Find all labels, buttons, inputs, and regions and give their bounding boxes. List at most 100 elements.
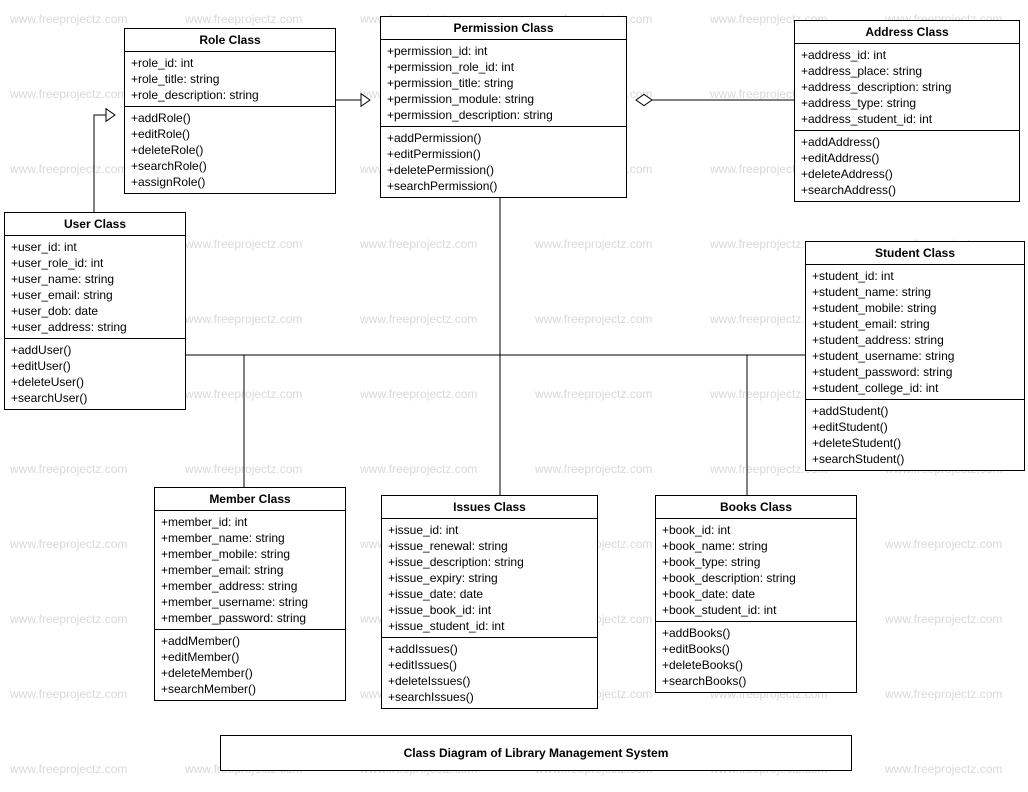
class-box-role: Role Class +role_id: int+role_title: stri… (124, 28, 336, 194)
watermark-text: www.freeprojectz.com (885, 537, 1002, 551)
watermark-text: www.freeprojectz.com (10, 462, 127, 476)
watermark-text: www.freeprojectz.com (185, 312, 302, 326)
watermark-text: www.freeprojectz.com (535, 312, 652, 326)
operation-row: +searchUser() (11, 390, 179, 406)
watermark-text: www.freeprojectz.com (885, 687, 1002, 701)
class-operations: +addRole()+editRole()+deleteRole()+searc… (125, 107, 335, 193)
watermark-text: www.freeprojectz.com (185, 387, 302, 401)
operation-row: +searchAddress() (801, 182, 1013, 198)
watermark-text: www.freeprojectz.com (10, 612, 127, 626)
class-box-issues: Issues Class+issue_id: int+issue_renewal… (381, 495, 598, 709)
operation-row: +deleteIssues() (388, 673, 591, 689)
class-title: Member Class (155, 488, 345, 511)
attribute-row: +book_type: string (662, 554, 850, 570)
class-operations: +addIssues()+editIssues()+deleteIssues()… (382, 638, 597, 708)
class-operations: +addUser()+editUser()+deleteUser()+searc… (5, 339, 185, 409)
attribute-row: +student_id: int (812, 268, 1018, 284)
watermark-text: www.freeprojectz.com (10, 12, 127, 26)
attribute-row: +student_password: string (812, 364, 1018, 380)
attribute-row: +user_name: string (11, 271, 179, 287)
class-attributes: +permission_id: int+permission_role_id: … (381, 40, 626, 127)
operation-row: +editBooks() (662, 641, 850, 657)
watermark-text: www.freeprojectz.com (360, 312, 477, 326)
operation-row: +searchRole() (131, 158, 329, 174)
operation-row: +deleteMember() (161, 665, 339, 681)
attribute-row: +member_mobile: string (161, 546, 339, 562)
attribute-row: +permission_description: string (387, 107, 620, 123)
watermark-text: www.freeprojectz.com (185, 237, 302, 251)
attribute-row: +user_email: string (11, 287, 179, 303)
watermark-text: www.freeprojectz.com (885, 612, 1002, 626)
attribute-row: +member_password: string (161, 610, 339, 626)
operation-row: +editAddress() (801, 150, 1013, 166)
watermark-text: www.freeprojectz.com (10, 162, 127, 176)
watermark-text: www.freeprojectz.com (360, 237, 477, 251)
class-operations: +addAddress()+editAddress()+deleteAddres… (795, 131, 1019, 201)
attribute-row: +user_id: int (11, 239, 179, 255)
attribute-row: +issue_book_id: int (388, 602, 591, 618)
attribute-row: +member_address: string (161, 578, 339, 594)
watermark-text: www.freeprojectz.com (10, 87, 127, 101)
class-attributes: +member_id: int+member_name: string+memb… (155, 511, 345, 630)
class-operations: +addBooks()+editBooks()+deleteBooks()+se… (656, 622, 856, 692)
attribute-row: +address_id: int (801, 47, 1013, 63)
attribute-row: +permission_title: string (387, 75, 620, 91)
attribute-row: +book_id: int (662, 522, 850, 538)
diagram-caption: Class Diagram of Library Management Syst… (220, 735, 852, 771)
operation-row: +editMember() (161, 649, 339, 665)
class-box-books: Books Class+book_id: int+book_name: stri… (655, 495, 857, 693)
operation-row: +editUser() (11, 358, 179, 374)
operation-row: +addBooks() (662, 625, 850, 641)
class-box-student: Student Class+student_id: int+student_na… (805, 241, 1025, 471)
operation-row: +addMember() (161, 633, 339, 649)
class-attributes: +address_id: int+address_place: string+a… (795, 44, 1019, 131)
operation-row: +addPermission() (387, 130, 620, 146)
class-title: Permission Class (381, 17, 626, 40)
attribute-row: +address_type: string (801, 95, 1013, 111)
attribute-row: +user_dob: date (11, 303, 179, 319)
class-box-address: Address Class+address_id: int+address_pl… (794, 20, 1020, 202)
watermark-text: www.freeprojectz.com (185, 462, 302, 476)
attribute-row: +book_name: string (662, 538, 850, 554)
operation-row: +deleteBooks() (662, 657, 850, 673)
attribute-row: +permission_id: int (387, 43, 620, 59)
operation-row: +searchPermission() (387, 178, 620, 194)
watermark-text: www.freeprojectz.com (535, 387, 652, 401)
class-title: Address Class (795, 21, 1019, 44)
class-attributes: +issue_id: int+issue_renewal: string+iss… (382, 519, 597, 638)
class-title: Student Class (806, 242, 1024, 265)
attribute-row: +role_id: int (131, 55, 329, 71)
operation-row: +searchBooks() (662, 673, 850, 689)
attribute-row: +address_student_id: int (801, 111, 1013, 127)
attribute-row: +member_name: string (161, 530, 339, 546)
class-box-user: User Class+user_id: int+user_role_id: in… (4, 212, 186, 410)
class-box-permission: Permission Class+permission_id: int+perm… (380, 16, 627, 198)
operation-row: +deleteUser() (11, 374, 179, 390)
class-operations: +addStudent()+editStudent()+deleteStuden… (806, 400, 1024, 470)
operation-row: +deleteRole() (131, 142, 329, 158)
class-title: Books Class (656, 496, 856, 519)
attribute-row: +address_place: string (801, 63, 1013, 79)
operation-row: +editIssues() (388, 657, 591, 673)
class-attributes: +student_id: int+student_name: string+st… (806, 265, 1024, 400)
attribute-row: +book_student_id: int (662, 602, 850, 618)
operation-row: +deleteAddress() (801, 166, 1013, 182)
attribute-row: +role_description: string (131, 87, 329, 103)
attribute-row: +address_description: string (801, 79, 1013, 95)
attribute-row: +user_address: string (11, 319, 179, 335)
operation-row: +searchStudent() (812, 451, 1018, 467)
watermark-text: www.freeprojectz.com (10, 762, 127, 776)
operation-row: +addUser() (11, 342, 179, 358)
attribute-row: +member_username: string (161, 594, 339, 610)
attribute-row: +book_date: date (662, 586, 850, 602)
operation-row: +addStudent() (812, 403, 1018, 419)
class-title: Role Class (125, 29, 335, 52)
class-box-member: Member Class+member_id: int+member_name:… (154, 487, 346, 701)
attribute-row: +student_college_id: int (812, 380, 1018, 396)
class-attributes: +user_id: int+user_role_id: int+user_nam… (5, 236, 185, 339)
class-attributes: +book_id: int+book_name: string+book_typ… (656, 519, 856, 622)
attribute-row: +role_title: string (131, 71, 329, 87)
attribute-row: +permission_role_id: int (387, 59, 620, 75)
class-title: User Class (5, 213, 185, 236)
operation-row: +searchIssues() (388, 689, 591, 705)
